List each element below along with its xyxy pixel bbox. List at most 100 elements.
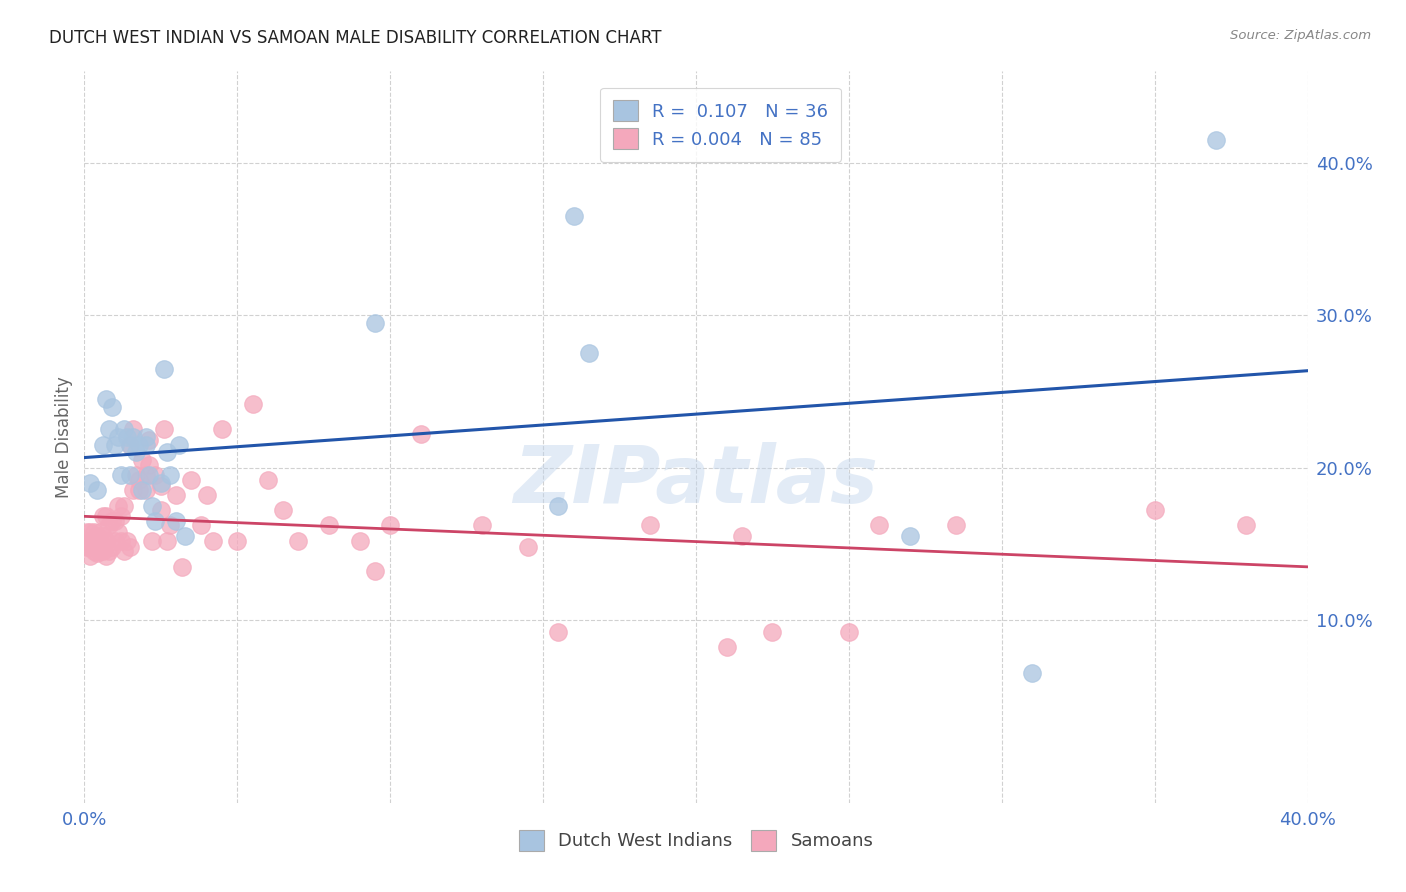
Point [180, 473, 202, 487]
Point [79, 549, 101, 563]
Y-axis label: Male Disability: Male Disability [55, 376, 73, 498]
Point [172, 559, 194, 574]
Point [716, 640, 738, 655]
Text: ZIPatlas: ZIPatlas [513, 442, 879, 520]
Point [120, 468, 142, 483]
Point [153, 422, 176, 436]
Point [141, 499, 163, 513]
Point [153, 361, 176, 376]
Point [271, 503, 294, 517]
Point [211, 422, 233, 436]
Point [898, 529, 921, 543]
Point [91, 540, 114, 554]
Point [945, 518, 967, 533]
Point [97, 544, 120, 558]
Point [122, 422, 145, 436]
Point [516, 540, 538, 554]
Point [547, 625, 569, 640]
Point [156, 533, 179, 548]
Point [94, 392, 117, 406]
Point [91, 509, 114, 524]
Point [120, 438, 142, 452]
Point [79, 475, 101, 490]
Point [364, 316, 387, 330]
Point [94, 533, 117, 548]
Point [83, 544, 105, 558]
Point [131, 453, 153, 467]
Point [128, 438, 150, 452]
Point [115, 430, 138, 444]
Point [838, 625, 860, 640]
Point [1205, 133, 1227, 147]
Point [89, 524, 111, 539]
Point [89, 544, 111, 558]
Point [135, 483, 157, 498]
Point [149, 503, 172, 517]
Point [104, 514, 127, 528]
Point [135, 468, 157, 483]
Point [83, 524, 105, 539]
Point [79, 533, 101, 548]
Point [128, 483, 150, 498]
Point [86, 540, 108, 554]
Point [149, 479, 172, 493]
Point [112, 422, 135, 436]
Point [174, 529, 197, 543]
Point [97, 518, 120, 533]
Point [138, 433, 160, 447]
Point [76, 533, 98, 548]
Point [122, 430, 145, 444]
Point [349, 533, 371, 548]
Point [86, 546, 108, 560]
Point [318, 518, 340, 533]
Point [159, 468, 181, 483]
Point [120, 438, 142, 452]
Point [1236, 518, 1258, 533]
Text: Source: ZipAtlas.com: Source: ZipAtlas.com [1230, 29, 1371, 42]
Point [141, 533, 163, 548]
Point [638, 518, 661, 533]
Point [125, 468, 148, 483]
Point [128, 473, 150, 487]
Point [131, 483, 153, 498]
Point [110, 468, 132, 483]
Point [110, 509, 132, 524]
Point [409, 427, 432, 442]
Point [101, 540, 124, 554]
Point [143, 514, 166, 528]
Point [91, 438, 114, 452]
Point [107, 499, 129, 513]
Point [1021, 666, 1043, 681]
Point [112, 544, 135, 558]
Point [107, 430, 129, 444]
Point [89, 537, 111, 551]
Point [86, 483, 108, 498]
Point [104, 438, 127, 452]
Point [125, 445, 148, 459]
Point [380, 518, 402, 533]
Point [143, 468, 166, 483]
Point [94, 509, 117, 524]
Point [201, 533, 224, 548]
Point [167, 438, 190, 452]
Point [156, 445, 179, 459]
Point [101, 514, 124, 528]
Point [1143, 503, 1166, 517]
Point [869, 518, 891, 533]
Point [138, 468, 160, 483]
Point [83, 533, 105, 548]
Point [159, 518, 181, 533]
Point [91, 529, 114, 543]
Point [165, 488, 187, 502]
Point [135, 438, 157, 452]
Point [120, 540, 142, 554]
Point [94, 549, 117, 563]
Point [190, 518, 212, 533]
Point [195, 488, 218, 502]
Point [562, 209, 585, 223]
Point [76, 524, 98, 539]
Point [107, 524, 129, 539]
Point [761, 625, 783, 640]
Point [122, 483, 145, 498]
Text: DUTCH WEST INDIAN VS SAMOAN MALE DISABILITY CORRELATION CHART: DUTCH WEST INDIAN VS SAMOAN MALE DISABIL… [49, 29, 662, 46]
